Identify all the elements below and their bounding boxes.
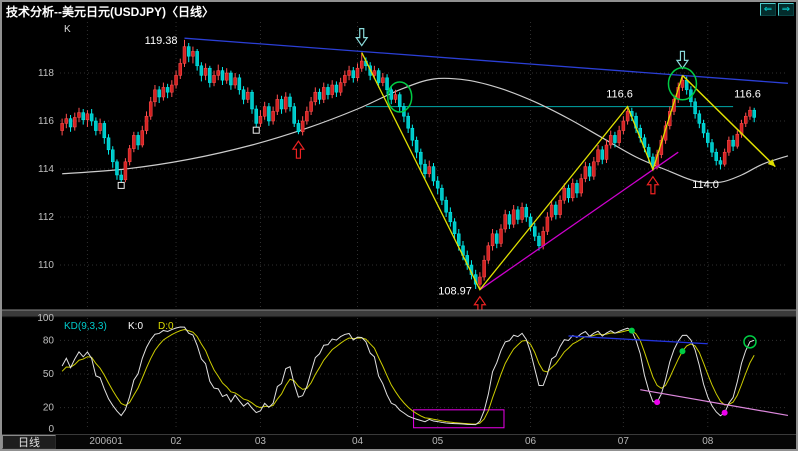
long-ma-curve [62, 77, 789, 184]
kd-tick-label: 20 [43, 403, 55, 414]
buy-arrow-icon [646, 175, 660, 195]
kd-tick-label: 0 [48, 424, 54, 434]
pivot-square-marker [252, 126, 260, 134]
arrow-right-icon: ⇒ [781, 3, 791, 15]
price-tick-label: 112 [38, 212, 54, 223]
nav-back-button[interactable]: ⇐ [760, 3, 776, 16]
price-annotation-label: 114.0 [692, 179, 719, 191]
kd-magenta-dot [721, 409, 728, 416]
time-tick-label: 08 [702, 436, 714, 447]
time-tick-label: 05 [432, 436, 444, 447]
window-title: 技术分析--美元日元(USDJPY)〈日线〉 [6, 5, 215, 19]
yellow-arrowhead [767, 159, 776, 167]
green-circle-annotation [667, 67, 698, 101]
time-tick-label: 06 [524, 436, 537, 447]
sell-arrow-icon [355, 28, 369, 47]
green-circle-annotation [386, 81, 413, 113]
price-annotation-label: 116.6 [734, 89, 761, 101]
title-bar: 技术分析--美元日元(USDJPY)〈日线〉 ⇐ ⇒ [2, 2, 796, 19]
candles [60, 39, 756, 290]
time-tick-label: 02 [170, 436, 182, 447]
d-value-label: D:0 [158, 321, 174, 332]
time-tick-label: 200601 [89, 436, 123, 447]
price-tick-label: 116 [38, 116, 54, 127]
pivot-square-marker [117, 181, 125, 189]
time-tick-label: 03 [254, 436, 266, 447]
time-tick-label: 07 [617, 436, 629, 447]
time-tick-label: 04 [351, 436, 364, 447]
buy-arrow-icon [291, 140, 306, 159]
magenta-trendline [479, 151, 679, 291]
kd-green-dot [679, 348, 686, 355]
arrow-left-icon: ⇐ [763, 3, 773, 15]
yellow-projection-arrow [681, 74, 776, 168]
price-annotation-label: 116.6 [606, 89, 633, 101]
d-line [61, 328, 755, 425]
indicator-name-label: KD(9,3,3) [64, 321, 107, 332]
k-value-label: K:0 [128, 321, 143, 332]
kd-tick-label: 50 [43, 369, 55, 380]
price-tick-label: 114 [38, 164, 54, 175]
grid: 118 116 114 112 110 [38, 22, 788, 430]
price-tick-label: 118 [38, 68, 54, 79]
kd-tick-label: 100 [37, 313, 54, 324]
price-tick-label: 110 [38, 260, 54, 271]
price-annotation-label: 108.97 [438, 286, 472, 298]
nav-forward-button[interactable]: ⇒ [778, 3, 794, 16]
sell-arrow-icon [675, 50, 690, 70]
price-annotation-label: 119.38 [145, 35, 178, 47]
pane-type-label: K [64, 24, 71, 35]
pane-separator [2, 310, 796, 317]
kd-blue-trendline [568, 335, 708, 345]
k-line [61, 326, 755, 426]
time-axis: 日线 200601 02 03 04 05 06 07 08 [2, 434, 796, 449]
chart-area: 118 116 114 112 110 K 119.38 108.97 116.6 116.6 11… [2, 18, 796, 434]
kd-tick-label: 80 [43, 335, 55, 346]
kd-magenta-dot [654, 399, 661, 406]
kd-magenta-trendline [640, 389, 789, 417]
period-label[interactable]: 日线 [2, 435, 56, 449]
yellow-wave-line [361, 52, 684, 291]
nav-buttons: ⇐ ⇒ [760, 3, 794, 16]
blue-trendline [184, 37, 788, 84]
kd-green-circle [743, 335, 757, 349]
oversold-box [413, 409, 505, 429]
kd-green-dot [628, 327, 635, 334]
